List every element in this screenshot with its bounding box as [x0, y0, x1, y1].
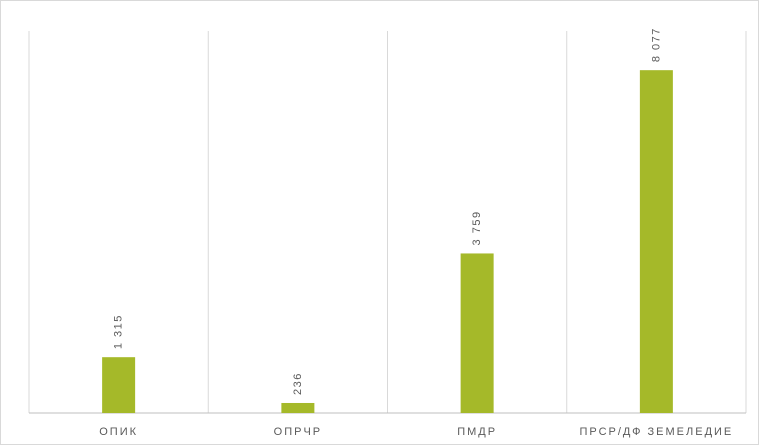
- bar-4: [639, 70, 673, 414]
- bar-1: [102, 357, 136, 413]
- data-label-4: 8 077: [650, 27, 662, 62]
- bar-3: [460, 253, 494, 413]
- data-label-1: 1 315: [113, 314, 125, 349]
- category-label-2: ОПРЧР: [274, 426, 322, 438]
- data-label-2: 236: [292, 372, 304, 395]
- category-label-4: ПРСР/ДФ ЗЕМЕЛЕДИЕ: [579, 426, 733, 438]
- category-label-3: ПМДР: [457, 426, 497, 438]
- category-label-1: ОПИК: [99, 426, 138, 438]
- data-label-3: 3 759: [471, 210, 483, 245]
- bar-2: [281, 402, 315, 413]
